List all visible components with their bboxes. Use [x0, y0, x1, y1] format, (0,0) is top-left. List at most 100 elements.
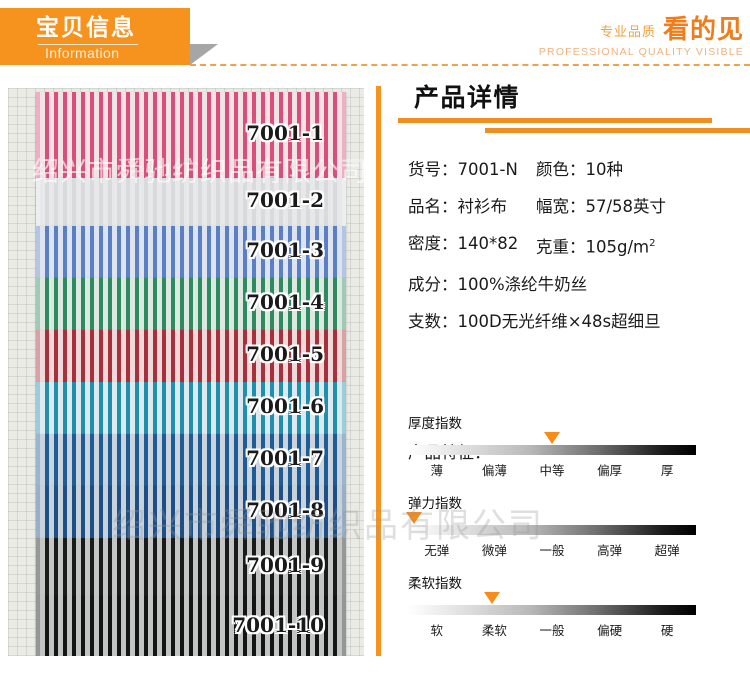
swatch-selvedge-right: [342, 92, 346, 178]
spec-color-count: 颜色：10种: [536, 160, 623, 179]
swatch-selvedge-right: [342, 178, 346, 226]
swatch-selvedge-left: [36, 330, 40, 382]
index-scale-label: 柔软: [481, 623, 507, 638]
banner-divider: [38, 44, 138, 45]
information-banner: 宝贝信息 Information: [0, 8, 190, 65]
tagline-small-text: 专业品质: [599, 25, 656, 40]
index-scale-labels: 无弹 微弹 一般 高弹 超弹: [408, 540, 696, 559]
index-scale-label: 薄: [430, 463, 444, 478]
index-scale-label: 硬: [660, 623, 674, 638]
fabric-swatch: 7001-6: [36, 382, 346, 434]
swatch-label: 7001-3: [246, 238, 324, 262]
fabric-swatch-photo: 7001-1 7001-2 7001-3 7001-4 7001-5 7001-6 7001…: [8, 88, 364, 656]
swatch-selvedge-right: [342, 226, 346, 278]
vertical-divider: [376, 86, 381, 656]
index-scale-label: 一般: [539, 623, 565, 638]
index-marker-triangle: [483, 592, 500, 604]
banner-title-cn: 宝贝信息: [36, 15, 136, 41]
index-scale-label: 软: [430, 623, 444, 638]
banner-shadow-triangle: [190, 44, 218, 65]
swatch-stripe-pattern: [36, 278, 346, 330]
swatch-selvedge-right: [342, 434, 346, 486]
swatch-stripe-pattern: [36, 178, 346, 226]
swatch-stripe-pattern: [36, 226, 346, 278]
index-title: 弹力指数: [408, 496, 462, 512]
swatch-selvedge-right: [342, 486, 346, 538]
tagline-big-text: 看的见: [662, 15, 744, 45]
swatch-stripe-pattern: [36, 330, 346, 382]
swatch-stripe-pattern: [36, 486, 346, 538]
banner-title-en: Information: [45, 45, 120, 61]
quality-tagline: 专业品质 看的见 PROFESSIONAL QUALITY VISIBLE: [539, 16, 744, 58]
swatch-label: 7001-5: [246, 342, 324, 366]
index-scale-labels: 软 柔软 一般 偏硬 硬: [408, 620, 696, 639]
spec-weight: 克重：105g/m2: [536, 234, 655, 258]
page-header: 宝贝信息 Information 专业品质 看的见 PROFESSIONAL Q…: [0, 0, 750, 70]
fabric-swatch: 7001-9: [36, 538, 346, 596]
index-scale-label: 厚: [660, 463, 674, 478]
swatch-selvedge-left: [36, 226, 40, 278]
fabric-swatch: 7001-1: [36, 92, 346, 178]
index-marker-triangle: [544, 432, 560, 444]
fabric-swatch: 7001-7: [36, 434, 346, 486]
fabric-swatch: 7001-8: [36, 486, 346, 538]
index-scale-label: 超弹: [654, 543, 680, 558]
index-scale-label: 中等: [539, 463, 565, 478]
swatch-stripe-pattern: [36, 92, 346, 178]
fabric-swatch: 7001-2: [36, 178, 346, 226]
swatch-selvedge-left: [36, 382, 40, 434]
spec-width: 幅宽：57/58英寸: [536, 197, 667, 216]
spec-yarn-count: 支数：100D无光纤维×48s超细旦: [408, 311, 661, 331]
spec-item-number: 货号：7001-N: [408, 160, 518, 179]
spec-row: 支数：100D无光纤维×48s超细旦: [408, 312, 750, 332]
index-scale-label: 无弹: [424, 543, 450, 558]
index-scale-label: 一般: [539, 543, 565, 558]
header-dashed-rule: [190, 64, 750, 66]
index-gradient-bar: [408, 592, 696, 615]
index-block: 弹力指数无弹 微弹 一般 高弹 超弹: [405, 492, 708, 559]
spec-row: 品名：衬衫布 幅宽：57/58英寸: [408, 197, 750, 217]
spec-weight-exponent: 2: [649, 238, 656, 249]
swatch-selvedge-right: [342, 330, 346, 382]
swatch-selvedge-left: [36, 178, 40, 226]
spec-row: 密度：140*82 克重：105g/m2: [408, 234, 750, 258]
spec-weight-value: 克重：105g/m: [536, 237, 650, 257]
spec-composition: 成分：100%涤纶牛奶丝: [408, 274, 588, 294]
index-scale-labels: 薄 偏薄 中等 偏厚 厚: [408, 460, 696, 479]
index-title: 柔软指数: [408, 576, 462, 592]
swatch-selvedge-left: [36, 538, 40, 596]
swatch-label: 7001-7: [246, 446, 324, 470]
swatch-stripe-pattern: [36, 382, 346, 434]
fabric-swatch: 7001-3: [36, 226, 346, 278]
swatch-label: 7001-8: [246, 498, 324, 522]
swatch-stripe-pattern: [36, 434, 346, 486]
title-underline-top: [398, 118, 712, 123]
index-block: 柔软指数软 柔软 一般 偏硬 硬: [408, 572, 708, 639]
fabric-swatch: 7001-5: [36, 330, 346, 382]
swatch-label: 7001-2: [246, 188, 324, 212]
index-block: 厚度指数薄 偏薄 中等 偏厚 厚: [408, 412, 708, 479]
index-bar-wrap: 薄 偏薄 中等 偏厚 厚: [408, 432, 696, 479]
swatch-label: 7001-1: [246, 121, 324, 145]
index-bar-wrap: 无弹 微弹 一般 高弹 超弹: [405, 512, 696, 559]
index-scale-label: 偏薄: [481, 463, 507, 478]
index-marker-triangle: [405, 512, 422, 524]
swatch-selvedge-right: [342, 382, 346, 434]
index-scale-label: 偏厚: [597, 463, 623, 478]
index-title: 厚度指数: [408, 416, 462, 432]
swatch-stripe-pattern: [36, 538, 346, 596]
swatch-label: 7001-6: [246, 394, 324, 418]
product-details-panel: 产品详情 货号：7001-N 颜色：10种 品名：衬衫布 幅宽：57/58英寸 …: [396, 72, 750, 638]
tagline-english-text: PROFESSIONAL QUALITY VISIBLE: [538, 46, 744, 58]
spec-density: 密度：140*82: [408, 234, 519, 253]
spec-row: 成分：100%涤纶牛奶丝: [408, 275, 750, 295]
swatch-selvedge-left: [36, 92, 40, 178]
fabric-swatch: 7001-4: [36, 278, 346, 330]
details-title: 产品详情: [414, 83, 521, 112]
swatch-selvedge-left: [36, 278, 40, 330]
spec-row: 货号：7001-N 颜色：10种: [408, 160, 750, 180]
swatch-selvedge-right: [342, 596, 346, 656]
index-gradient-bar: [408, 432, 696, 455]
swatch-selvedge-right: [342, 278, 346, 330]
fabric-swatch: 7001-10: [36, 596, 346, 656]
